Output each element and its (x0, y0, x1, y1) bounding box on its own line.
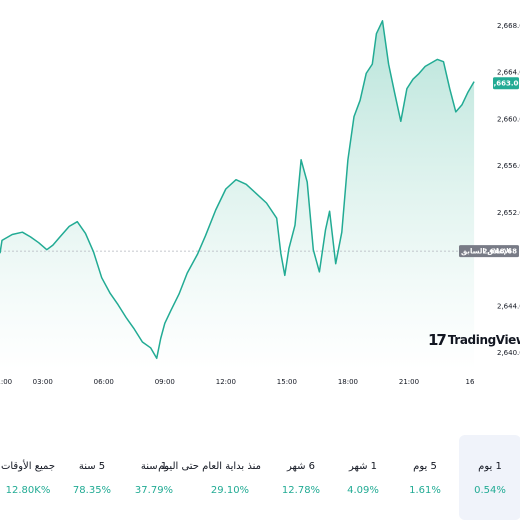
period-change-value: 4.09% (347, 485, 379, 496)
chart-canvas[interactable]: 2,668.00 2,664.00 2,660.00 2,656.00 2,652.00… (0, 0, 520, 395)
y-axis-tick-label: 2,644.00 (497, 302, 520, 310)
period-change-value: 37.79% (134, 485, 174, 496)
x-axis-tick-label: 15:00 (277, 378, 297, 386)
x-axis-tick-label: 01:00 (0, 378, 12, 386)
period-label: جميع الأوقات (0, 461, 56, 472)
y-axis-tick-label: 2,640.00 (497, 349, 520, 357)
period-tab[interactable]: منذ بداية العام حتى اليوم 29.10% (158, 435, 261, 520)
period-tab[interactable]: 5 يوم 1.61% (394, 435, 456, 520)
period-change-value: 0.54% (474, 485, 506, 496)
y-axis-tick-label: 2,668.00 (497, 22, 520, 30)
period-label: 1 يوم (478, 461, 502, 472)
period-label: 5 يوم (413, 461, 437, 472)
tradingview-logo-text: TradingView (447, 333, 520, 347)
period-tab[interactable]: 1 يوم 0.54% (459, 435, 520, 520)
period-tab[interactable]: جميع الأوقات 12.80K% (0, 435, 59, 520)
current-price-label: 2,663.06 (489, 80, 520, 88)
period-change-value: 29.10% (210, 485, 250, 496)
period-label: منذ بداية العام حتى اليوم (158, 461, 261, 472)
x-axis-tick-label: 03:00 (33, 378, 53, 386)
x-axis-tick-label: 16 (466, 378, 475, 386)
period-tab[interactable]: 6 شهر 12.78% (270, 435, 332, 520)
y-axis-tick-label: 2,652.00 (497, 209, 520, 217)
period-tab[interactable]: 1 سنة 37.79% (123, 435, 185, 520)
x-axis-tick-label: 06:00 (94, 378, 114, 386)
tradingview-logo-icon: 17 (428, 331, 447, 349)
x-axis-tick-label: 12:00 (216, 378, 236, 386)
previous-close-tag (459, 245, 519, 258)
previous-close-value: 2,648.68 (482, 248, 517, 256)
x-axis-tick-label: 09:00 (155, 378, 175, 386)
period-change-value: 78.35% (72, 485, 112, 496)
period-change-value: 1.61% (409, 485, 441, 496)
period-label: 1 شهر (348, 461, 378, 472)
previous-close-label: الإغلاق السابق (461, 248, 511, 256)
x-axis-tick-label: 18:00 (338, 378, 358, 386)
x-axis-tick-label: 21:00 (399, 378, 419, 386)
y-axis-tick-label: 2,664.00 (497, 69, 520, 77)
price-chart[interactable]: 2,668.00 2,664.00 2,660.00 2,656.00 2,652.00… (0, 0, 520, 395)
period-label: 5 سنة (78, 461, 106, 472)
period-tab[interactable]: 5 سنة 78.35% (61, 435, 123, 520)
period-label: 6 شهر (286, 461, 316, 472)
tradingview-logo: 17 TradingView (428, 331, 520, 349)
y-axis-tick-label: 2,660.00 (497, 115, 520, 123)
period-change-value: 12.78% (281, 485, 321, 496)
period-label: 1 سنة (140, 461, 168, 472)
period-selector: 1 يوم 0.54% 5 يوم 1.61% 1 شهر 4.09% 6 شهر 12.78… (0, 435, 520, 520)
current-price-tag (493, 77, 519, 90)
period-tab[interactable]: 1 شهر 4.09% (332, 435, 394, 520)
period-change-value: 12.80K% (5, 485, 51, 496)
y-axis-tick-label: 2,656.00 (497, 162, 520, 170)
price-line (0, 20, 475, 360)
price-area-fill (0, 20, 475, 371)
